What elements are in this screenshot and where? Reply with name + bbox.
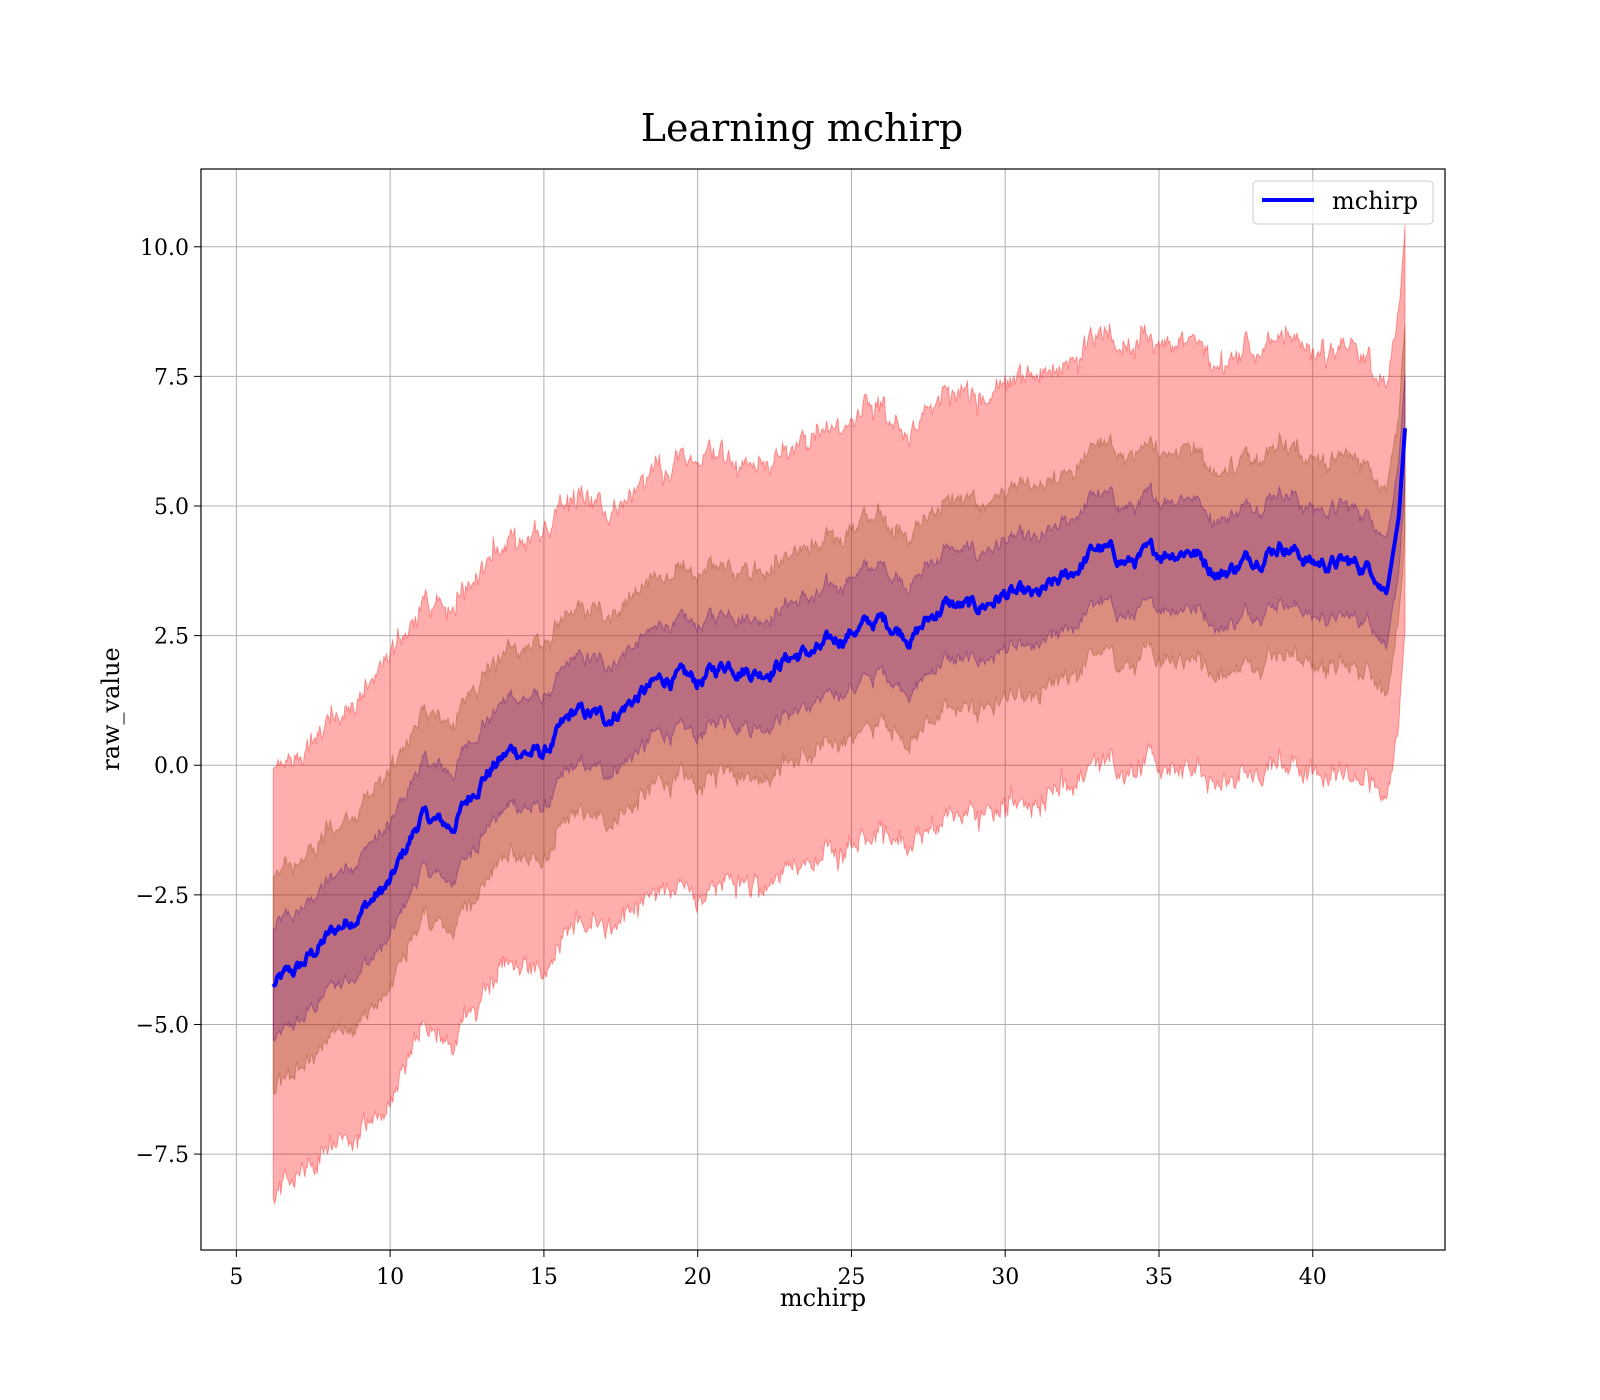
grid	[201, 169, 1445, 1250]
y-tick-label: 0.0	[154, 754, 189, 779]
x-tick-label: 40	[1299, 1265, 1327, 1290]
band-2-sigma	[272, 325, 1406, 1095]
series-group	[271, 428, 1407, 988]
band-3-sigma	[272, 224, 1406, 1205]
x-tick-label: 25	[837, 1265, 865, 1290]
x-axis-label: mchirp	[780, 1284, 866, 1312]
y-axis-label: raw_value	[97, 647, 125, 771]
y-tick-label: −2.5	[136, 884, 189, 909]
y-axis-ticks: −7.5 −5.0 −2.5 0.0 2.5 5.0 7.5 10.0	[136, 236, 201, 1168]
legend-box	[1252, 180, 1434, 225]
x-tick-label: 10	[376, 1265, 404, 1290]
y-tick-label: 2.5	[154, 625, 189, 650]
y-tick-label: 7.5	[154, 365, 189, 390]
series-line-mchirp	[271, 428, 1407, 988]
y-tick-label: −7.5	[136, 1143, 189, 1168]
band-1-sigma	[272, 374, 1406, 1042]
confidence-bands	[272, 224, 1406, 1205]
legend-label-mchirp: mchirp	[1332, 187, 1418, 215]
y-tick-label: −5.0	[136, 1013, 189, 1038]
x-tick-label: 20	[684, 1265, 712, 1290]
legend: mchirp	[1252, 180, 1434, 225]
x-axis-ticks: 5 10 15 20 25 30 35 40	[229, 1250, 1327, 1290]
plot-frame	[200, 168, 1446, 1251]
x-tick-label: 35	[1145, 1265, 1173, 1290]
chart-title: Learning mchirp	[641, 106, 963, 150]
x-tick-label: 15	[530, 1265, 558, 1290]
x-tick-label: 5	[229, 1265, 243, 1290]
y-tick-label: 5.0	[154, 495, 189, 520]
x-tick-label: 30	[991, 1265, 1019, 1290]
y-tick-label: 10.0	[140, 236, 189, 261]
